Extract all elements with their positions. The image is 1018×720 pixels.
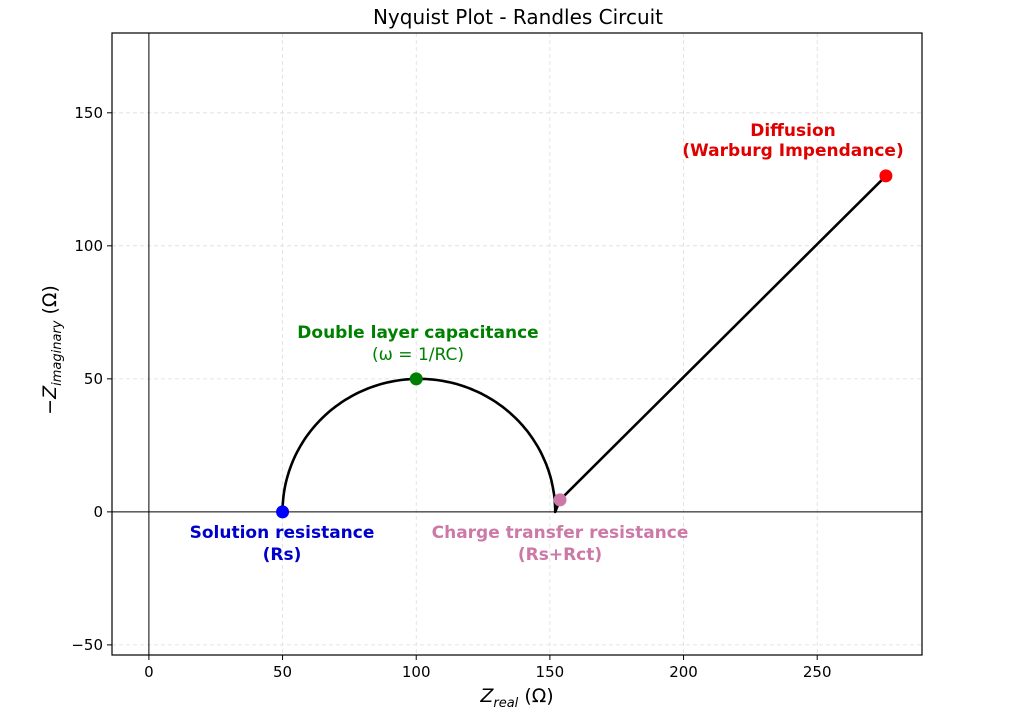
svg-text:(Rs): (Rs) (263, 545, 302, 565)
x-tick-label: 200 (669, 663, 698, 681)
plot-frame (111, 32, 923, 656)
y-tick-label: −50 (71, 636, 103, 654)
x-axis-ticks: 0 50 100 150 200 250 (144, 655, 832, 681)
y-tick-label: 150 (74, 104, 103, 122)
x-tick-label: 0 (144, 663, 154, 681)
x-tick-label: 100 (402, 663, 431, 681)
x-axis-label: Zreal (Ω) (479, 685, 553, 711)
annotation-charge-transfer: Charge transfer resistance (Rs+Rct) (432, 523, 689, 565)
x-tick-label: 250 (803, 663, 832, 681)
x-tick-label: 150 (536, 663, 565, 681)
data-point-marker (276, 505, 290, 519)
y-tick-label: 100 (74, 237, 103, 255)
svg-text:(ω = 1/RC): (ω = 1/RC) (372, 345, 464, 365)
data-points (276, 169, 893, 519)
svg-text:(Warburg Impendance): (Warburg Impendance) (682, 141, 903, 161)
annotation-diffusion: Diffusion (Warburg Impendance) (682, 121, 903, 161)
y-axis-ticks: −50 0 50 100 150 (71, 104, 112, 654)
zero-lines (112, 33, 922, 655)
y-tick-label: 50 (84, 370, 103, 388)
y-tick-label: 0 (93, 503, 103, 521)
svg-text:Diffusion: Diffusion (750, 121, 836, 141)
data-point-marker (879, 169, 893, 183)
chart-title: Nyquist Plot - Randles Circuit (373, 5, 663, 29)
annotation-double-layer: Double layer capacitance (ω = 1/RC) (297, 323, 538, 365)
data-point-marker (409, 372, 423, 386)
x-tick-label: 50 (273, 663, 292, 681)
annotation-solution-resistance: Solution resistance (Rs) (190, 523, 375, 565)
impedance-curve (281, 174, 887, 514)
y-axis-label: −Zimaginary (Ω) (39, 285, 65, 415)
data-point-marker (553, 493, 567, 507)
svg-text:Charge transfer resistance: Charge transfer resistance (432, 523, 689, 543)
svg-text:Solution resistance: Solution resistance (190, 523, 375, 543)
svg-text:Double layer capacitance: Double layer capacitance (297, 323, 538, 343)
svg-text:(Rs+Rct): (Rs+Rct) (518, 545, 602, 565)
